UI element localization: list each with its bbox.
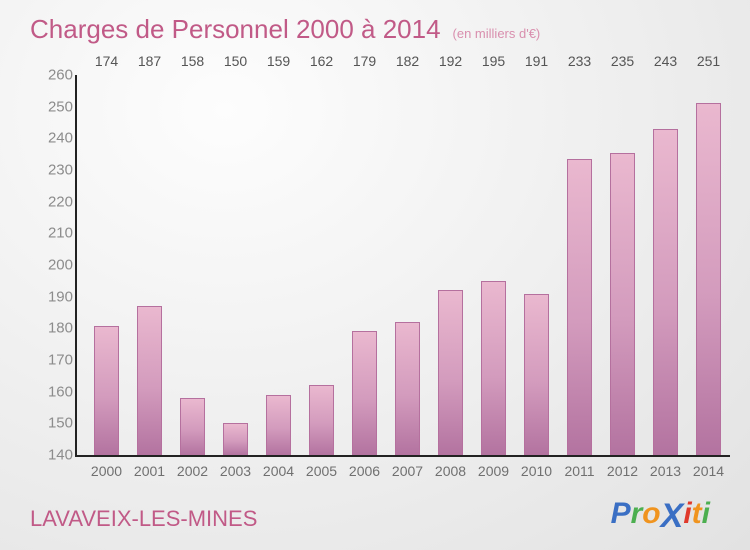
bar-2004[interactable] [266,395,292,455]
x-label-2003: 2003 [214,463,257,479]
x-label-2001: 2001 [128,463,171,479]
plot-area: 260 250 240 230 220 210 200 190 180 170 … [75,75,730,455]
chart-title: Charges de Personnel 2000 à 2014 [30,14,441,45]
bar-value-2008: 192 [439,53,462,69]
y-axis-line [75,75,77,455]
bar-group: 174 187 158 150 159 162 [85,75,730,455]
bar-value-2006: 179 [353,53,376,69]
bar-value-2014: 251 [697,53,720,69]
logo-letter-i1: i [683,497,691,536]
x-axis-line [75,455,730,457]
y-tick-200: 200 [37,257,73,274]
bar-2014[interactable] [696,103,722,455]
y-tick-250: 250 [37,98,73,115]
logo-letter-i2: i [702,497,710,536]
y-tick-240: 240 [37,130,73,147]
bar-2009[interactable] [481,281,507,455]
y-tick-180: 180 [37,320,73,337]
y-tick-170: 170 [37,352,73,369]
x-label-2007: 2007 [386,463,429,479]
chart-header: Charges de Personnel 2000 à 2014 (en mil… [30,14,540,45]
bar-slot-2003[interactable]: 150 [214,75,257,455]
bar-slot-2010[interactable]: 191 [515,75,558,455]
bar-slot-2002[interactable]: 158 [171,75,214,455]
logo-letter-o: o [642,497,660,536]
bar-slot-2008[interactable]: 192 [429,75,472,455]
bar-2007[interactable] [395,322,421,455]
bar-slot-2006[interactable]: 179 [343,75,386,455]
chart-subtitle: (en milliers d'€) [453,26,541,41]
bar-2005[interactable] [309,385,335,455]
bar-slot-2005[interactable]: 162 [300,75,343,455]
bar-slot-2014[interactable]: 251 [687,75,730,455]
logo-letter-P: P [611,497,631,536]
x-label-2006: 2006 [343,463,386,479]
y-tick-220: 220 [37,193,73,210]
y-tick-160: 160 [37,383,73,400]
bar-2003[interactable] [223,423,249,455]
bar-value-2013: 243 [654,53,677,69]
bar-2006[interactable] [352,331,378,455]
x-label-2004: 2004 [257,463,300,479]
bar-slot-2007[interactable]: 182 [386,75,429,455]
y-tick-140: 140 [37,447,73,464]
bar-value-2003: 150 [224,53,247,69]
x-label-2009: 2009 [472,463,515,479]
x-label-2000: 2000 [85,463,128,479]
bar-value-2007: 182 [396,53,419,69]
bar-value-2012: 235 [611,53,634,69]
bar-value-2005: 162 [310,53,333,69]
bar-slot-2009[interactable]: 195 [472,75,515,455]
bar-2002[interactable] [180,398,206,455]
bar-slot-2001[interactable]: 187 [128,75,171,455]
bar-2012[interactable] [610,153,636,456]
chart-container: Charges de Personnel 2000 à 2014 (en mil… [0,0,750,550]
y-tick-150: 150 [37,415,73,432]
x-label-2013: 2013 [644,463,687,479]
bar-2010[interactable] [524,294,550,456]
bar-slot-2000[interactable]: 174 [85,75,128,455]
bar-value-2001: 187 [138,53,161,69]
y-tick-190: 190 [37,288,73,305]
location-label: LAVAVEIX-LES-MINES [30,506,257,532]
bar-slot-2012[interactable]: 235 [601,75,644,455]
logo-letter-r: r [631,497,643,536]
bar-value-2009: 195 [482,53,505,69]
bar-value-2010: 191 [525,53,548,69]
y-tick-230: 230 [37,162,73,179]
y-tick-260: 260 [37,67,73,84]
bar-2000[interactable] [94,326,120,455]
x-label-2002: 2002 [171,463,214,479]
x-label-2014: 2014 [687,463,730,479]
bar-2011[interactable] [567,159,593,455]
bar-value-2000: 174 [95,53,118,69]
x-axis-labels: 2000 2001 2002 2003 2004 2005 2006 2007 … [85,463,730,479]
bar-2013[interactable] [653,129,679,455]
bar-value-2002: 158 [181,53,204,69]
bar-2001[interactable] [137,306,163,455]
bar-value-2011: 233 [568,53,591,69]
x-label-2012: 2012 [601,463,644,479]
bar-value-2004: 159 [267,53,290,69]
logo-letter-t: t [692,497,702,536]
y-tick-210: 210 [37,225,73,242]
x-label-2011: 2011 [558,463,601,479]
bar-2008[interactable] [438,290,464,455]
x-label-2010: 2010 [515,463,558,479]
x-label-2008: 2008 [429,463,472,479]
bar-slot-2011[interactable]: 233 [558,75,601,455]
logo-letter-X: X [661,497,684,536]
bar-slot-2013[interactable]: 243 [644,75,687,455]
bar-slot-2004[interactable]: 159 [257,75,300,455]
x-label-2005: 2005 [300,463,343,479]
